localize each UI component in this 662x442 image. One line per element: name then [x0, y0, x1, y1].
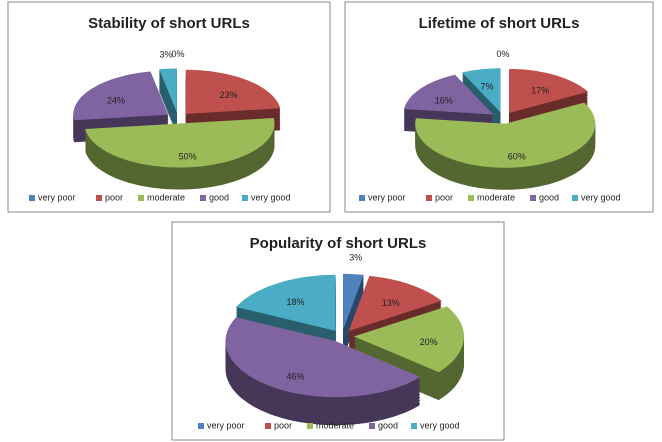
slice: [159, 68, 177, 113]
legend-swatch: [138, 195, 144, 201]
legend-label: poor: [435, 192, 453, 202]
slice: [85, 118, 275, 168]
data-label: 46%: [286, 372, 304, 382]
legend-swatch: [242, 195, 248, 201]
legend-swatch: [468, 195, 474, 201]
legend-label: very good: [581, 192, 621, 202]
slice: [185, 69, 281, 114]
legend-label: very good: [251, 192, 291, 202]
legend-swatch: [29, 195, 35, 201]
slice: [415, 102, 596, 168]
chart-title: Lifetime of short URLs: [419, 15, 580, 32]
legend-label: good: [378, 420, 398, 430]
legend-label: moderate: [147, 192, 185, 202]
legend-swatch: [96, 195, 102, 201]
legend-label: very good: [420, 420, 460, 430]
legend-label: moderate: [316, 420, 354, 430]
data-label: 18%: [286, 297, 304, 307]
data-label: 0%: [496, 49, 509, 59]
legend-label: good: [539, 192, 559, 202]
legend-label: moderate: [477, 192, 515, 202]
legend-swatch: [307, 423, 313, 429]
data-label: 60%: [508, 152, 526, 162]
legend-label: poor: [274, 420, 292, 430]
slice: [73, 71, 169, 121]
slice: [225, 317, 421, 398]
slice: [353, 306, 464, 373]
data-label: 23%: [220, 90, 238, 100]
legend-swatch: [411, 423, 417, 429]
legend-swatch: [530, 195, 536, 201]
slice: [236, 274, 336, 331]
data-label: 17%: [531, 86, 549, 96]
legend-swatch: [359, 195, 365, 201]
legend-swatch: [200, 195, 206, 201]
legend-label: good: [209, 192, 229, 202]
legend-swatch: [426, 195, 432, 201]
legend-swatch: [198, 423, 204, 429]
slice: [404, 74, 494, 115]
data-label: 0%: [171, 49, 184, 59]
data-label: 3%: [159, 49, 172, 59]
data-label: 3%: [349, 252, 362, 262]
slice: [348, 275, 442, 331]
data-label: 16%: [435, 95, 453, 105]
legend-label: poor: [105, 192, 123, 202]
chart-title: Popularity of short URLs: [250, 235, 427, 252]
legend-swatch: [265, 423, 271, 429]
slice: [462, 68, 501, 113]
slice: [509, 69, 588, 113]
data-label: 20%: [420, 337, 438, 347]
legend-label: very poor: [38, 192, 76, 202]
legend-swatch: [369, 423, 375, 429]
data-label: 24%: [107, 96, 125, 106]
legend-swatch: [572, 195, 578, 201]
legend-label: very poor: [368, 192, 406, 202]
legend-label: very poor: [207, 420, 245, 430]
slice: [343, 273, 364, 330]
data-label: 50%: [179, 152, 197, 162]
data-label: 7%: [481, 81, 494, 91]
data-label: 13%: [382, 298, 400, 308]
chart-title: Stability of short URLs: [88, 15, 250, 32]
